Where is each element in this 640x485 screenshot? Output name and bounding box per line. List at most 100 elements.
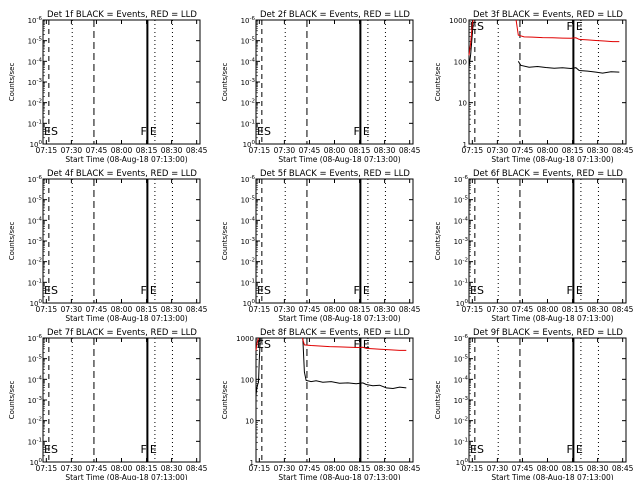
- x-axis-label: Start Time (08-Aug-18 07:13:00): [278, 473, 400, 480]
- marker-f: F: [141, 284, 147, 297]
- y-tick-label: 10-2: [28, 99, 42, 108]
- lld-series-line: [255, 337, 259, 351]
- y-tick-label: 10-4: [241, 57, 256, 66]
- lld-series-line: [301, 337, 407, 351]
- panel-det-7: Det 7f BLACK = Events, RED = LLD 10-6 10-5…: [8, 328, 208, 482]
- marker-es: ES: [470, 443, 484, 456]
- x-tick-label: 07:30: [274, 146, 296, 155]
- y-tick-label: 10-2: [28, 258, 42, 267]
- x-tick-label: 07:45: [86, 464, 108, 473]
- x-tick-label: 07:15: [249, 146, 271, 155]
- y-tick-label: 10-6: [241, 16, 256, 25]
- y-tick-label: 10-4: [241, 216, 256, 225]
- panel-title: Det 8f BLACK = Events, RED = LLD: [260, 328, 410, 338]
- y-axis-label: Counts/sec: [434, 222, 442, 261]
- panel-det-4: Det 4f BLACK = Events, RED = LLD 10-6 10-5…: [8, 169, 208, 323]
- y-tick-label: 10: [458, 100, 467, 108]
- y-tick-label: 1000: [236, 335, 254, 343]
- y-tick-label: 10-6: [454, 175, 469, 184]
- x-tick-label: 08:30: [587, 305, 609, 314]
- marker-es: ES: [44, 284, 58, 297]
- y-tick-label: 1: [463, 141, 467, 149]
- y-tick-label: 10-4: [454, 375, 469, 384]
- plot-frame: [42, 337, 201, 463]
- marker-f: F: [141, 125, 147, 138]
- y-tick-label: 10-6: [241, 175, 256, 184]
- panel-det-8: Det 8f BLACK = Events, RED = LLD 1000 100 1…: [221, 328, 421, 482]
- y-tick-label: 10-3: [28, 78, 43, 87]
- x-tick-label: 07:15: [36, 464, 58, 473]
- marker-es: ES: [44, 443, 58, 456]
- plot-frame: [468, 178, 627, 304]
- y-tick-label: 100: [243, 299, 256, 308]
- x-tick-label: 07:45: [86, 146, 108, 155]
- x-tick-label: 08:45: [399, 464, 421, 473]
- plot-frame: [42, 178, 201, 304]
- x-tick-label: 07:15: [462, 464, 484, 473]
- x-tick-label: 07:45: [299, 146, 321, 155]
- y-tick-label: 100: [456, 458, 469, 467]
- marker-es: ES: [257, 125, 271, 138]
- y-tick-label: 10-3: [241, 78, 256, 87]
- y-tick-label: 10-1: [241, 119, 255, 128]
- x-tick-label: 07:45: [299, 305, 321, 314]
- panel-title: Det 2f BLACK = Events, RED = LLD: [260, 10, 410, 20]
- panel-det-9: Det 9f BLACK = Events, RED = LLD 10-6 10-5…: [434, 328, 634, 482]
- x-tick-label: 08:15: [562, 464, 584, 473]
- y-tick-label: 10-5: [241, 196, 256, 205]
- x-tick-label: 08:15: [136, 464, 158, 473]
- x-tick-label: 07:45: [86, 305, 108, 314]
- marker-f: F: [354, 284, 360, 297]
- x-tick-label: 08:15: [349, 305, 371, 314]
- x-tick-label: 08:45: [399, 305, 421, 314]
- y-tick-label: 10-2: [241, 99, 255, 108]
- marker-e: E: [363, 125, 370, 138]
- panel-det-5: Det 5f BLACK = Events, RED = LLD 10-6 10-5…: [221, 169, 421, 323]
- marker-f: F: [567, 443, 573, 456]
- x-tick-label: 08:00: [537, 146, 559, 155]
- events-series-line: [517, 61, 620, 74]
- panel-det-1: Det 1f BLACK = Events, RED = LLD 10-6 10-5…: [8, 10, 208, 164]
- plot-frame: [468, 19, 627, 145]
- lld-series-line: [468, 19, 474, 56]
- y-tick-label: 10-5: [454, 355, 469, 364]
- x-tick-label: 07:30: [61, 305, 83, 314]
- y-tick-label: 10: [245, 418, 254, 426]
- panel-title: Det 1f BLACK = Events, RED = LLD: [47, 10, 197, 20]
- panel-title: Det 7f BLACK = Events, RED = LLD: [47, 328, 197, 338]
- y-tick-label: 10-4: [454, 216, 469, 225]
- y-axis-label: Counts/sec: [434, 63, 442, 102]
- x-axis-label: Start Time (08-Aug-18 07:13:00): [65, 314, 187, 323]
- y-tick-label: 100: [30, 458, 43, 467]
- marker-e: E: [576, 20, 583, 33]
- marker-e: E: [150, 125, 157, 138]
- x-tick-label: 08:30: [161, 305, 183, 314]
- y-tick-label: 10-6: [28, 175, 43, 184]
- panel-title: Det 9f BLACK = Events, RED = LLD: [473, 328, 623, 338]
- x-tick-label: 08:15: [136, 146, 158, 155]
- x-axis-label: Start Time (08-Aug-18 07:13:00): [278, 155, 400, 164]
- y-tick-label: 10-6: [28, 16, 43, 25]
- y-tick-label: 10-5: [28, 196, 43, 205]
- marker-e: E: [576, 443, 583, 456]
- marker-es: ES: [470, 284, 484, 297]
- x-tick-label: 08:45: [612, 464, 634, 473]
- x-tick-label: 08:45: [186, 464, 208, 473]
- plot-frame: [255, 337, 414, 463]
- marker-es: ES: [257, 284, 271, 297]
- y-tick-label: 10-5: [28, 37, 43, 46]
- panel-title: Det 4f BLACK = Events, RED = LLD: [47, 169, 197, 179]
- marker-e: E: [363, 284, 370, 297]
- panel-det-6: Det 6f BLACK = Events, RED = LLD 10-6 10-5…: [434, 169, 634, 323]
- marker-f: F: [354, 338, 360, 351]
- panel-title: Det 6f BLACK = Events, RED = LLD: [473, 169, 623, 179]
- marker-e: E: [150, 443, 157, 456]
- y-tick-label: 100: [456, 299, 469, 308]
- y-tick-label: 10-2: [454, 258, 468, 267]
- x-tick-label: 08:45: [612, 146, 634, 155]
- marker-es: ES: [44, 125, 58, 138]
- x-tick-label: 08:30: [587, 464, 609, 473]
- events-series-line: [302, 337, 407, 390]
- y-tick-label: 10-3: [28, 396, 43, 405]
